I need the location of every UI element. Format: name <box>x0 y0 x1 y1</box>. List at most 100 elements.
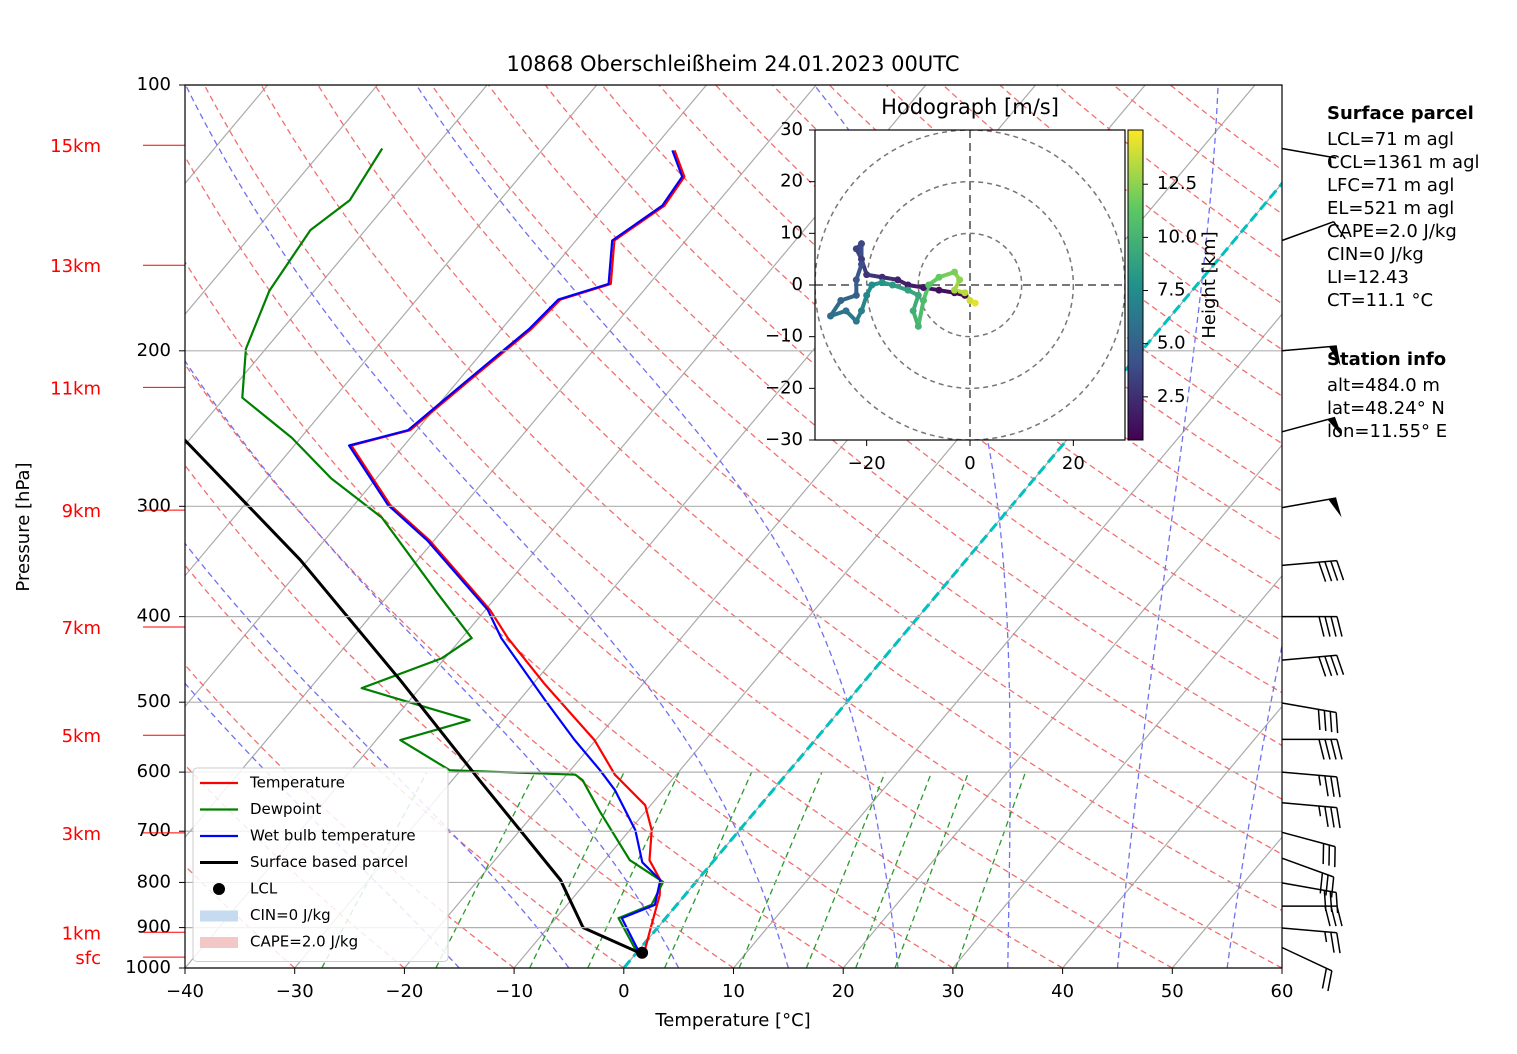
hodograph-point <box>920 297 927 304</box>
y-tick-label: −30 <box>765 429 803 450</box>
dry-adiabat <box>203 85 1173 968</box>
lcl-point <box>636 946 649 959</box>
y-tick-label: 1000 <box>125 957 171 978</box>
hodograph-point <box>837 297 845 304</box>
chart-title: 10868 Oberschleißheim 24.01.2023 00UTC <box>507 52 960 76</box>
info-title: Station info <box>1327 349 1446 370</box>
wind-barb <box>1281 802 1341 829</box>
hodograph-point <box>951 286 958 294</box>
hodograph-point <box>827 312 834 320</box>
y-tick-label: 100 <box>137 74 171 95</box>
barb-shaft <box>1281 147 1337 168</box>
hodograph-point <box>852 276 860 284</box>
info-line: CCL=1361 m agl <box>1327 152 1480 173</box>
info-line: CAPE=2.0 J/kg <box>1327 221 1457 242</box>
height-tick-label: 9km <box>62 501 101 522</box>
wind-barb <box>1281 559 1345 582</box>
hodograph-point <box>852 245 860 253</box>
profile-line <box>350 150 686 955</box>
isotherm <box>185 85 488 446</box>
x-tick-label: −20 <box>848 453 886 474</box>
barb-flag <box>1328 498 1342 518</box>
y-tick-label: −20 <box>765 377 803 398</box>
height-tick-label: 5km <box>62 726 101 747</box>
wind-barb <box>1281 654 1345 677</box>
wind-barb <box>1282 738 1343 760</box>
colorbar-tick-label: 7.5 <box>1157 280 1186 301</box>
colorbar-tick-label: 12.5 <box>1157 173 1197 194</box>
isotherm <box>185 85 598 577</box>
wind-barb <box>1281 882 1339 914</box>
wind-barb <box>1281 857 1335 898</box>
legend-label: CAPE=2.0 J/kg <box>250 933 358 951</box>
hodograph-point <box>878 278 886 286</box>
mixing-ratio-line <box>587 771 680 968</box>
barb-shaft <box>1281 345 1337 352</box>
height-tick-label: 15km <box>50 136 101 157</box>
isotherm <box>185 85 378 316</box>
hodograph-point <box>904 286 912 294</box>
legend-marker <box>213 883 225 895</box>
x-tick-label: 60 <box>1271 981 1294 1002</box>
hodograph-point <box>852 317 860 325</box>
wind-barb <box>1282 615 1343 637</box>
moist-adiabat <box>1116 85 1219 968</box>
colorbar <box>1127 129 1144 441</box>
legend-patch <box>200 910 238 922</box>
hodograph-point <box>971 299 979 307</box>
y-tick-label: 30 <box>780 119 803 140</box>
info-line: lon=11.55° E <box>1327 421 1447 442</box>
isotherm <box>1062 705 1282 968</box>
barb-shaft <box>1281 497 1337 509</box>
barb-shaft <box>1281 927 1341 954</box>
mixing-ratio-line <box>805 771 886 968</box>
colorbar-tick-label: 5.0 <box>1157 333 1186 354</box>
y-tick-label: 300 <box>137 495 171 516</box>
dry-adiabat <box>185 363 844 968</box>
profile-line <box>241 147 665 956</box>
barb-shaft <box>1281 946 1333 992</box>
x-tick-label: 10 <box>722 981 745 1002</box>
wind-barb <box>1282 905 1343 927</box>
barb-shaft <box>1281 559 1345 582</box>
barb-shaft <box>1281 857 1335 898</box>
info-line: LI=12.43 <box>1327 267 1409 288</box>
mixing-ratio-line <box>955 771 1027 968</box>
y-tick-label: 20 <box>780 171 803 192</box>
wind-barb <box>1281 497 1342 518</box>
legend-label: CIN=0 J/kg <box>250 906 331 924</box>
isotherm <box>952 574 1282 968</box>
hodograph-point <box>858 307 865 315</box>
dry-adiabat <box>374 85 1282 855</box>
wind-barb <box>1281 946 1333 992</box>
mixing-ratio-line <box>435 771 536 968</box>
moist-adiabat <box>185 682 460 968</box>
info-line: CIN=0 J/kg <box>1327 244 1424 265</box>
height-tick-label: 3km <box>62 824 101 845</box>
info-title: Surface parcel <box>1327 103 1474 124</box>
hodograph-point <box>878 273 886 281</box>
legend-label: Wet bulb temperature <box>250 827 416 845</box>
y-tick-label: −10 <box>765 326 803 347</box>
hodograph-point <box>863 271 871 279</box>
height-tick-label: 7km <box>62 618 101 639</box>
barb-shaft <box>1281 416 1336 433</box>
isotherm <box>842 444 1282 968</box>
wind-barb <box>1281 771 1341 798</box>
legend-label: Surface based parcel <box>250 853 408 871</box>
hodograph-point <box>842 307 850 315</box>
y-tick-label: 900 <box>137 917 171 938</box>
hodograph-point <box>925 281 933 289</box>
dry-adiabat <box>828 85 1282 445</box>
barb-shaft <box>1282 615 1343 637</box>
hodograph-point <box>920 284 927 292</box>
y-tick-label: 600 <box>137 761 171 782</box>
hodograph-point <box>858 255 865 263</box>
hodograph-point <box>966 297 974 304</box>
y-tick-label: 700 <box>137 820 171 841</box>
hodograph-point <box>889 281 896 289</box>
hodograph-point <box>852 291 860 299</box>
height-tick-label: 1km <box>62 923 101 944</box>
